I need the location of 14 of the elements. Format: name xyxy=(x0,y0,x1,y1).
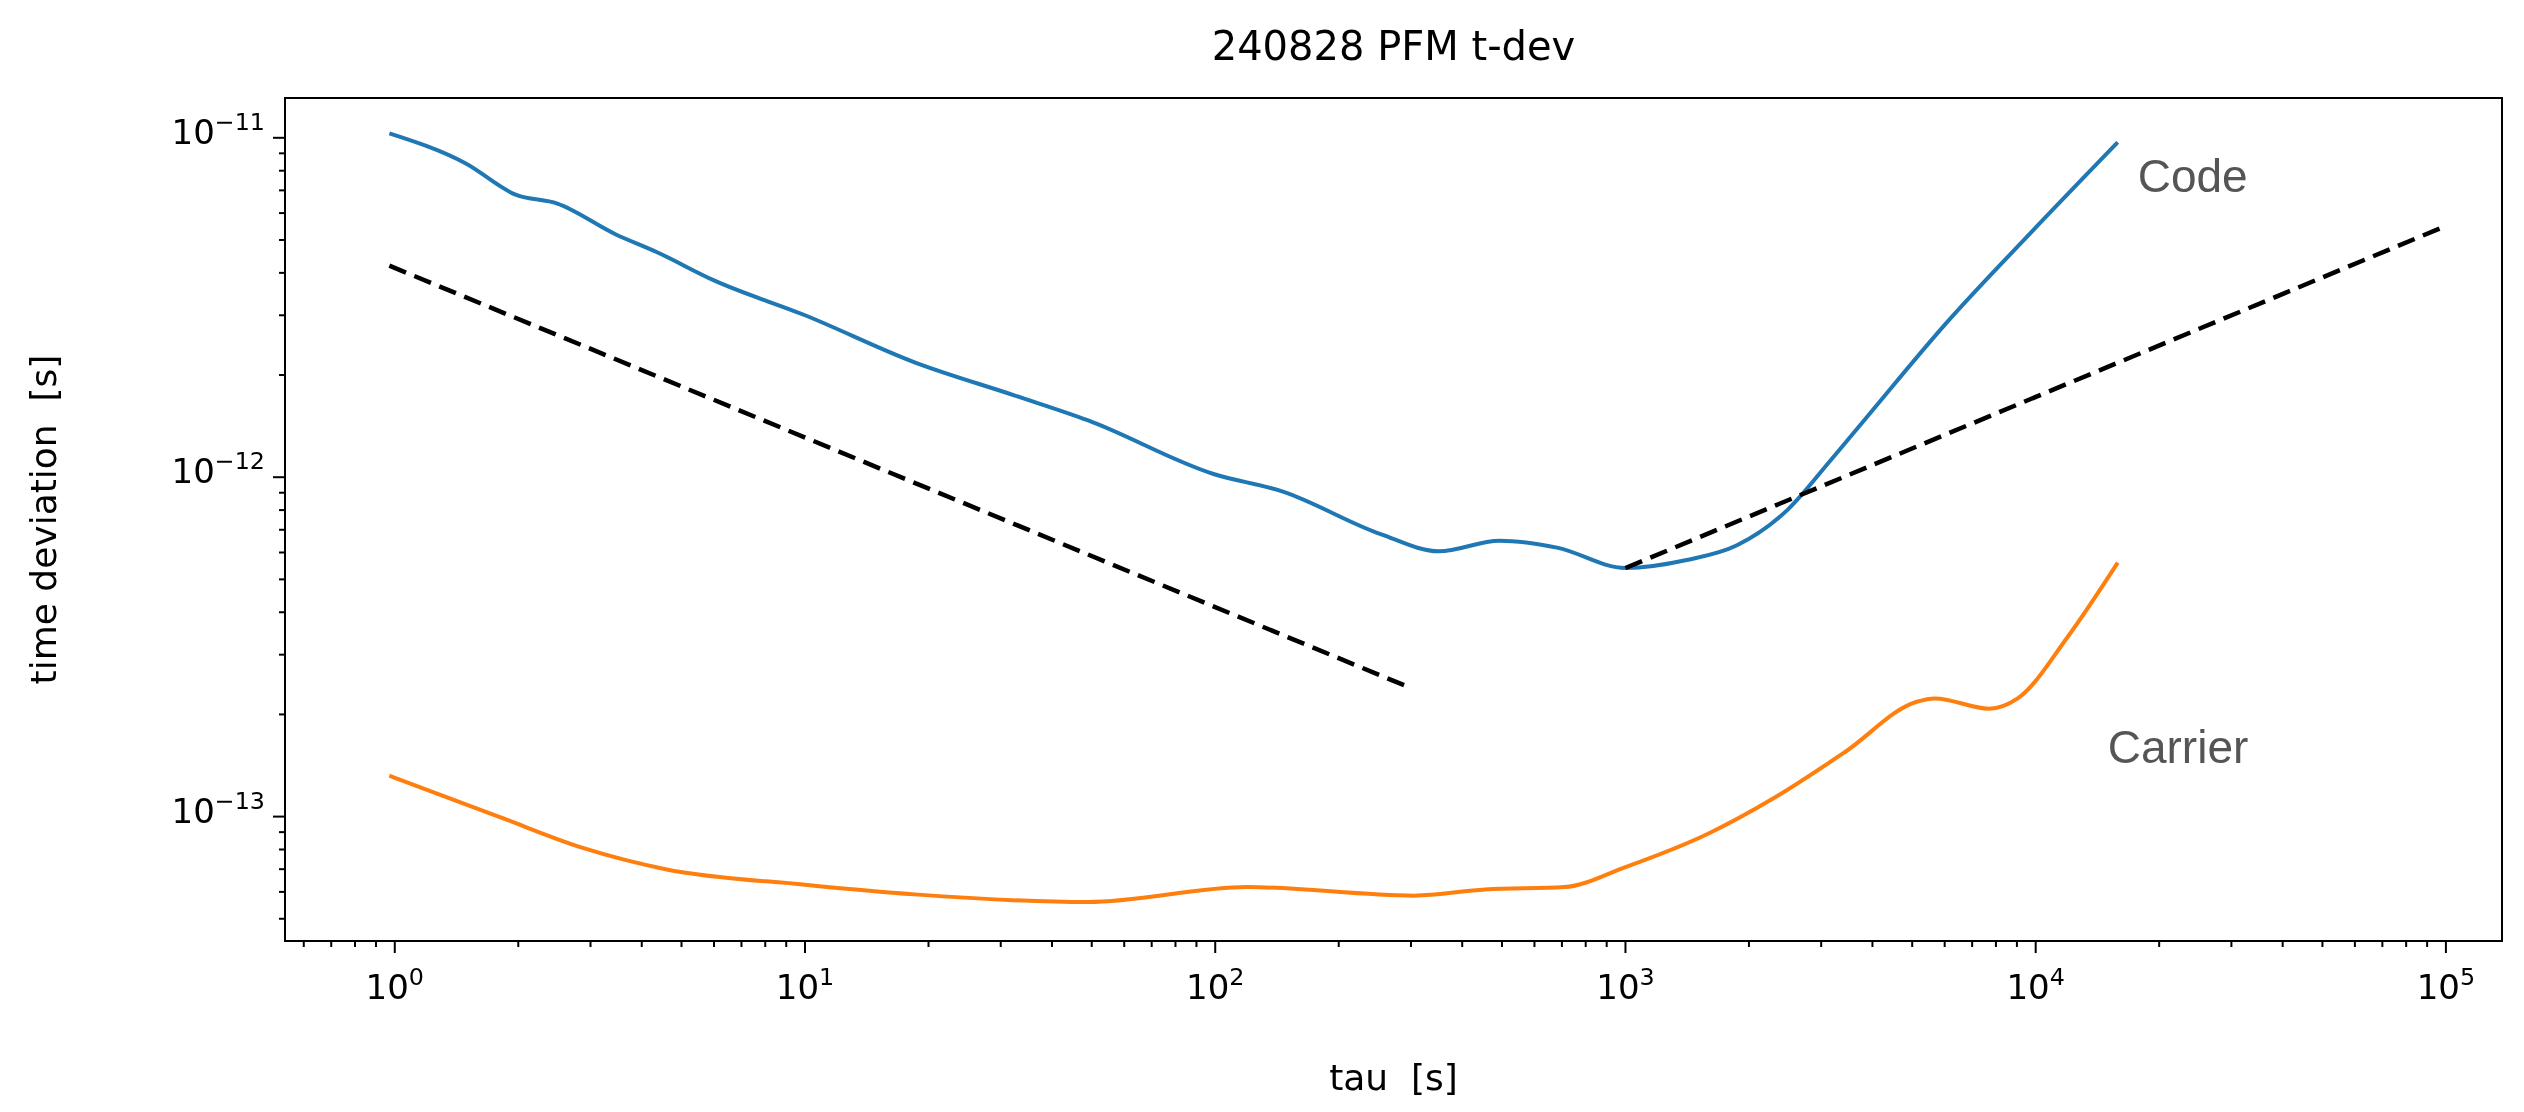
x-tick-label: 10$^{4}$ xyxy=(2006,963,2065,1007)
y-axis-title: time deviation [s] xyxy=(23,354,64,685)
y-tick-label: 10$^{−11}$ xyxy=(171,107,265,152)
series-label: Carrier xyxy=(2107,720,2249,773)
y-tick-label: 10$^{−12}$ xyxy=(171,447,265,492)
x-tick-label: 10$^{2}$ xyxy=(1186,963,1245,1007)
x-tick-label: 10$^{0}$ xyxy=(365,963,424,1007)
x-tick-label: 10$^{5}$ xyxy=(2416,963,2476,1007)
chart-title: 240828 PFM t-dev xyxy=(1211,23,1576,69)
y-tick-label: 10$^{−13}$ xyxy=(171,786,265,831)
x-tick-label: 10$^{1}$ xyxy=(775,963,835,1007)
x-axis-title: tau [s] xyxy=(1329,1057,1458,1098)
x-tick-label: 10$^{3}$ xyxy=(1596,963,1655,1007)
series-label: Code xyxy=(2137,150,2248,203)
